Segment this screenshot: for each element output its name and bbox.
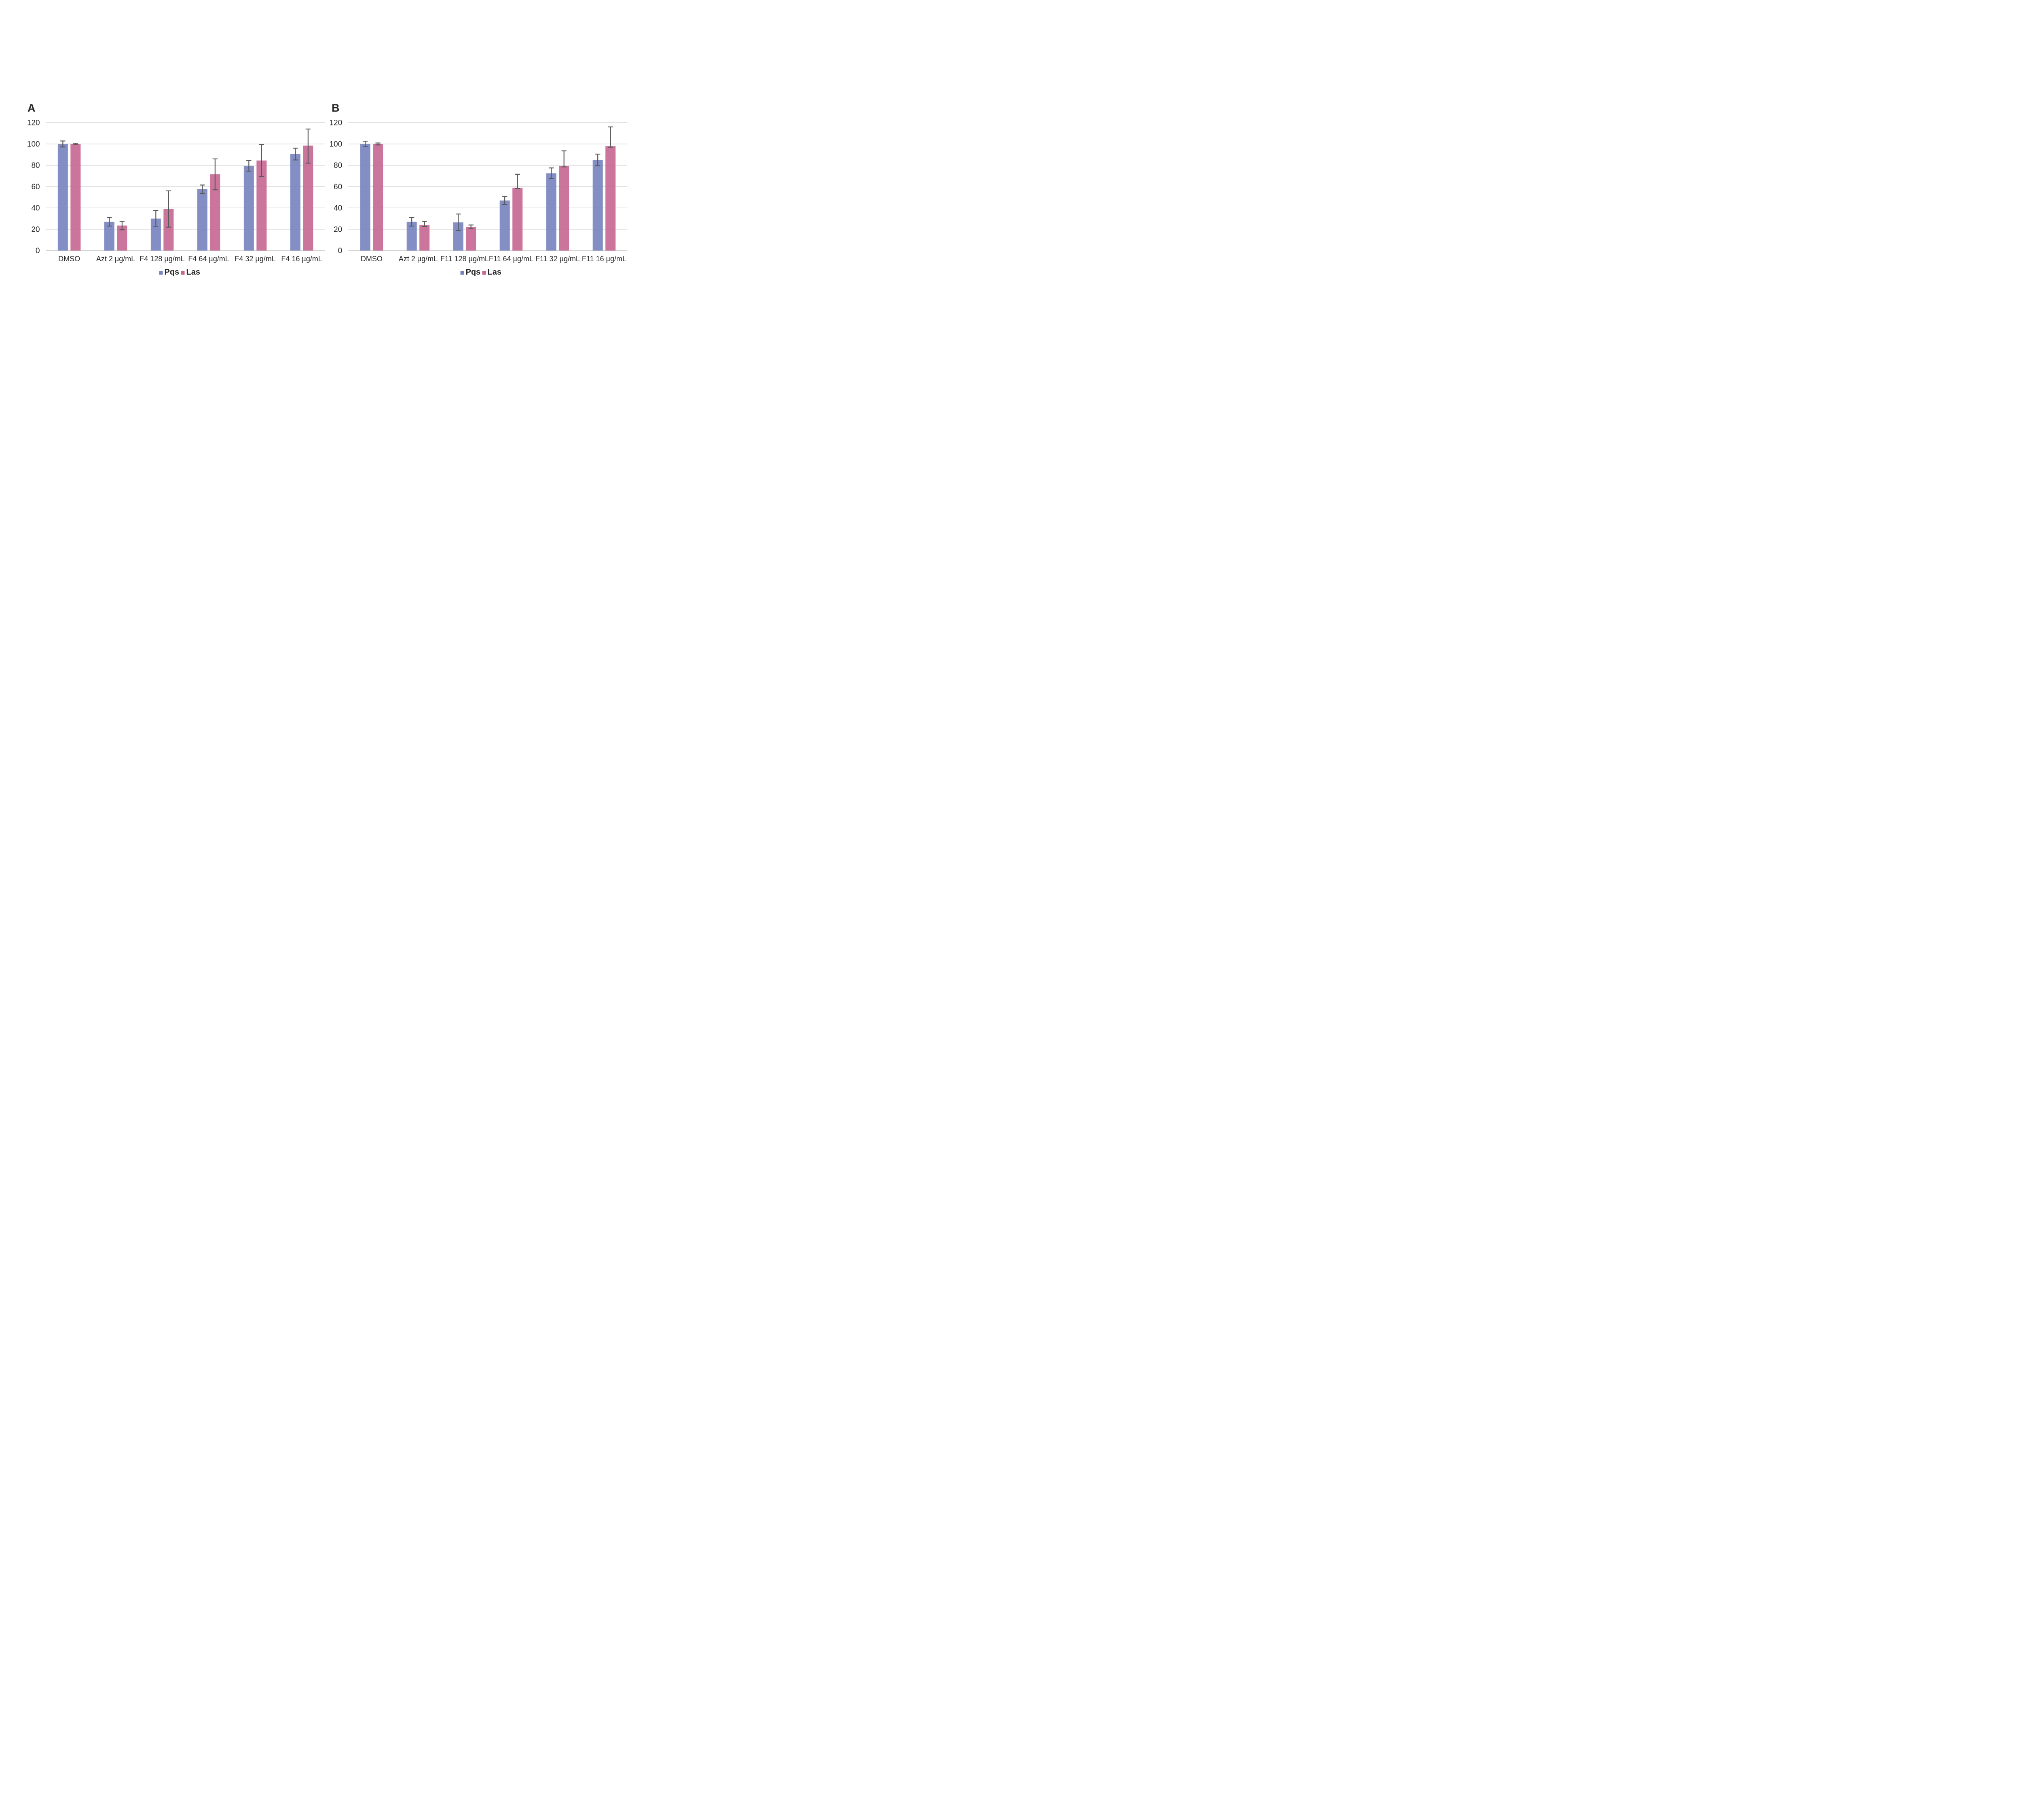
legend-swatch-Pqs-icon	[460, 271, 464, 275]
xlabel-A-Azt 2 µg/mL: Azt 2 µg/mL	[96, 255, 135, 263]
errorbar-A-Las-F4 16 µg/mL	[305, 128, 311, 164]
ytick-60: 60	[334, 183, 342, 191]
bar-B-Pqs-F11 32 µg/mL	[546, 173, 556, 251]
ytick-120: 120	[329, 119, 342, 127]
errorbar-A-Las-Azt 2 µg/mL	[119, 220, 125, 231]
bar-A-Pqs-Azt 2 µg/mL	[104, 222, 114, 251]
xlabel-B-F11 64 µg/mL: F11 64 µg/mL	[489, 255, 533, 263]
errorbar-A-Pqs-F4 128 µg/mL	[153, 210, 159, 227]
errorbar-B-Pqs-F11 32 µg/mL	[548, 167, 554, 179]
bar-B-Las-F11 64 µg/mL	[512, 188, 523, 251]
bar-B-Las-F11 16 µg/mL	[605, 146, 616, 251]
bar-B-Las-F11 32 µg/mL	[559, 165, 569, 251]
xlabel-B-F11 32 µg/mL: F11 32 µg/mL	[535, 255, 580, 263]
legend-label-Las: Las	[186, 268, 200, 277]
errorbar-A-Las-F4 32 µg/mL	[259, 144, 264, 177]
xlabel-A-DMSO: DMSO	[58, 255, 80, 263]
errorbar-A-Las-F4 64 µg/mL	[212, 158, 218, 190]
errorbar-B-Pqs-F11 64 µg/mL	[502, 196, 508, 205]
bar-A-Las-DMSO	[70, 144, 81, 251]
bar-B-Las-DMSO	[373, 144, 383, 251]
bar-B-Las-F11 128 µg/mL	[466, 227, 476, 251]
bar-chart-svg-A: 0 20 40 60 80 100 120 DMSO Azt 2 µg/mL F4 128 µg/…	[27, 119, 325, 277]
chart-panel-a: 0 20 40 60 80 100 120 DMSO Azt 2 µg/mL F4 128 µg/…	[2, 97, 328, 291]
xlabel-B-F11 16 µg/mL: F11 16 µg/mL	[582, 255, 626, 263]
errorbar-A-Pqs-F4 16 µg/mL	[293, 148, 298, 161]
errorbar-A-Las-DMSO	[73, 142, 78, 145]
legend-label-Las: Las	[488, 268, 501, 277]
bar-B-Las-Azt 2 µg/mL	[419, 225, 430, 251]
ytick-100: 100	[329, 140, 342, 148]
xlabel-A-F4 64 µg/mL: F4 64 µg/mL	[188, 255, 229, 263]
errorbar-A-Pqs-F4 64 µg/mL	[200, 184, 205, 194]
legend-label-Pqs: Pqs	[466, 268, 481, 277]
chart-panel-b: 0 20 40 60 80 100 120 DMSO Azt 2 µg/mL F11 128 µg…	[322, 97, 647, 291]
errorbar-B-Las-F11 128 µg/mL	[468, 224, 474, 229]
figure-canvas: A B 0 20 40 60 80 100 120 DMSO Azt 2 µg/mL F4 128…	[0, 0, 647, 364]
ytick-100: 100	[27, 140, 40, 148]
errorbar-B-Las-Azt 2 µg/mL	[422, 220, 427, 227]
ytick-20: 20	[31, 225, 40, 234]
ytick-20: 20	[334, 225, 342, 234]
errorbar-B-Pqs-F11 16 µg/mL	[595, 153, 601, 167]
errorbar-B-Pqs-DMSO	[362, 140, 368, 147]
xlabel-A-F4 128 µg/mL: F4 128 µg/mL	[140, 255, 184, 263]
ytick-80: 80	[334, 161, 342, 170]
errorbar-B-Pqs-Azt 2 µg/mL	[409, 217, 415, 227]
errorbar-B-Las-F11 64 µg/mL	[515, 174, 520, 189]
legend-swatch-Pqs-icon	[159, 271, 163, 275]
bar-A-Pqs-F4 64 µg/mL	[197, 189, 207, 251]
bar-A-Pqs-DMSO	[57, 144, 68, 251]
ytick-40: 40	[31, 204, 40, 213]
errorbar-B-Pqs-F11 128 µg/mL	[455, 214, 461, 231]
errorbar-A-Pqs-F4 32 µg/mL	[246, 160, 252, 172]
bar-B-Pqs-Azt 2 µg/mL	[406, 222, 417, 251]
errorbar-B-Las-F11 16 µg/mL	[608, 126, 613, 148]
legend-swatch-Las-icon	[181, 271, 185, 275]
bar-B-Pqs-F11 16 µg/mL	[592, 160, 603, 251]
bar-B-Pqs-DMSO	[360, 144, 370, 251]
xlabel-A-F4 16 µg/mL: F4 16 µg/mL	[281, 255, 322, 263]
ytick-120: 120	[27, 119, 40, 127]
ytick-40: 40	[334, 204, 342, 213]
xlabel-B-DMSO: DMSO	[361, 255, 383, 263]
errorbar-A-Las-F4 128 µg/mL	[166, 190, 171, 228]
xlabel-A-F4 32 µg/mL: F4 32 µg/mL	[235, 255, 275, 263]
bar-A-Pqs-F4 16 µg/mL	[290, 154, 300, 251]
panel-a-label: A	[27, 102, 36, 114]
xlabel-B-Azt 2 µg/mL: Azt 2 µg/mL	[399, 255, 438, 263]
ytick-80: 80	[31, 161, 40, 170]
ytick-60: 60	[31, 183, 40, 191]
legend-B: Pqs Las	[460, 268, 501, 277]
legend-A: Pqs Las	[159, 268, 200, 277]
bar-chart-svg-B: 0 20 40 60 80 100 120 DMSO Azt 2 µg/mL F11 128 µg…	[329, 119, 628, 277]
ytick-0: 0	[36, 247, 40, 255]
legend-swatch-Las-icon	[482, 271, 486, 275]
ytick-0: 0	[338, 247, 343, 255]
legend-label-Pqs: Pqs	[165, 268, 180, 277]
errorbar-B-Las-F11 32 µg/mL	[561, 150, 567, 167]
bar-B-Pqs-F11 64 µg/mL	[499, 200, 510, 251]
bar-A-Pqs-F4 32 µg/mL	[243, 165, 254, 251]
errorbar-A-Pqs-DMSO	[60, 140, 66, 148]
errorbar-B-Las-DMSO	[375, 142, 381, 146]
errorbar-A-Pqs-Azt 2 µg/mL	[107, 217, 112, 227]
xlabel-B-F11 128 µg/mL: F11 128 µg/mL	[440, 255, 489, 263]
panel-b-label: B	[332, 102, 340, 114]
